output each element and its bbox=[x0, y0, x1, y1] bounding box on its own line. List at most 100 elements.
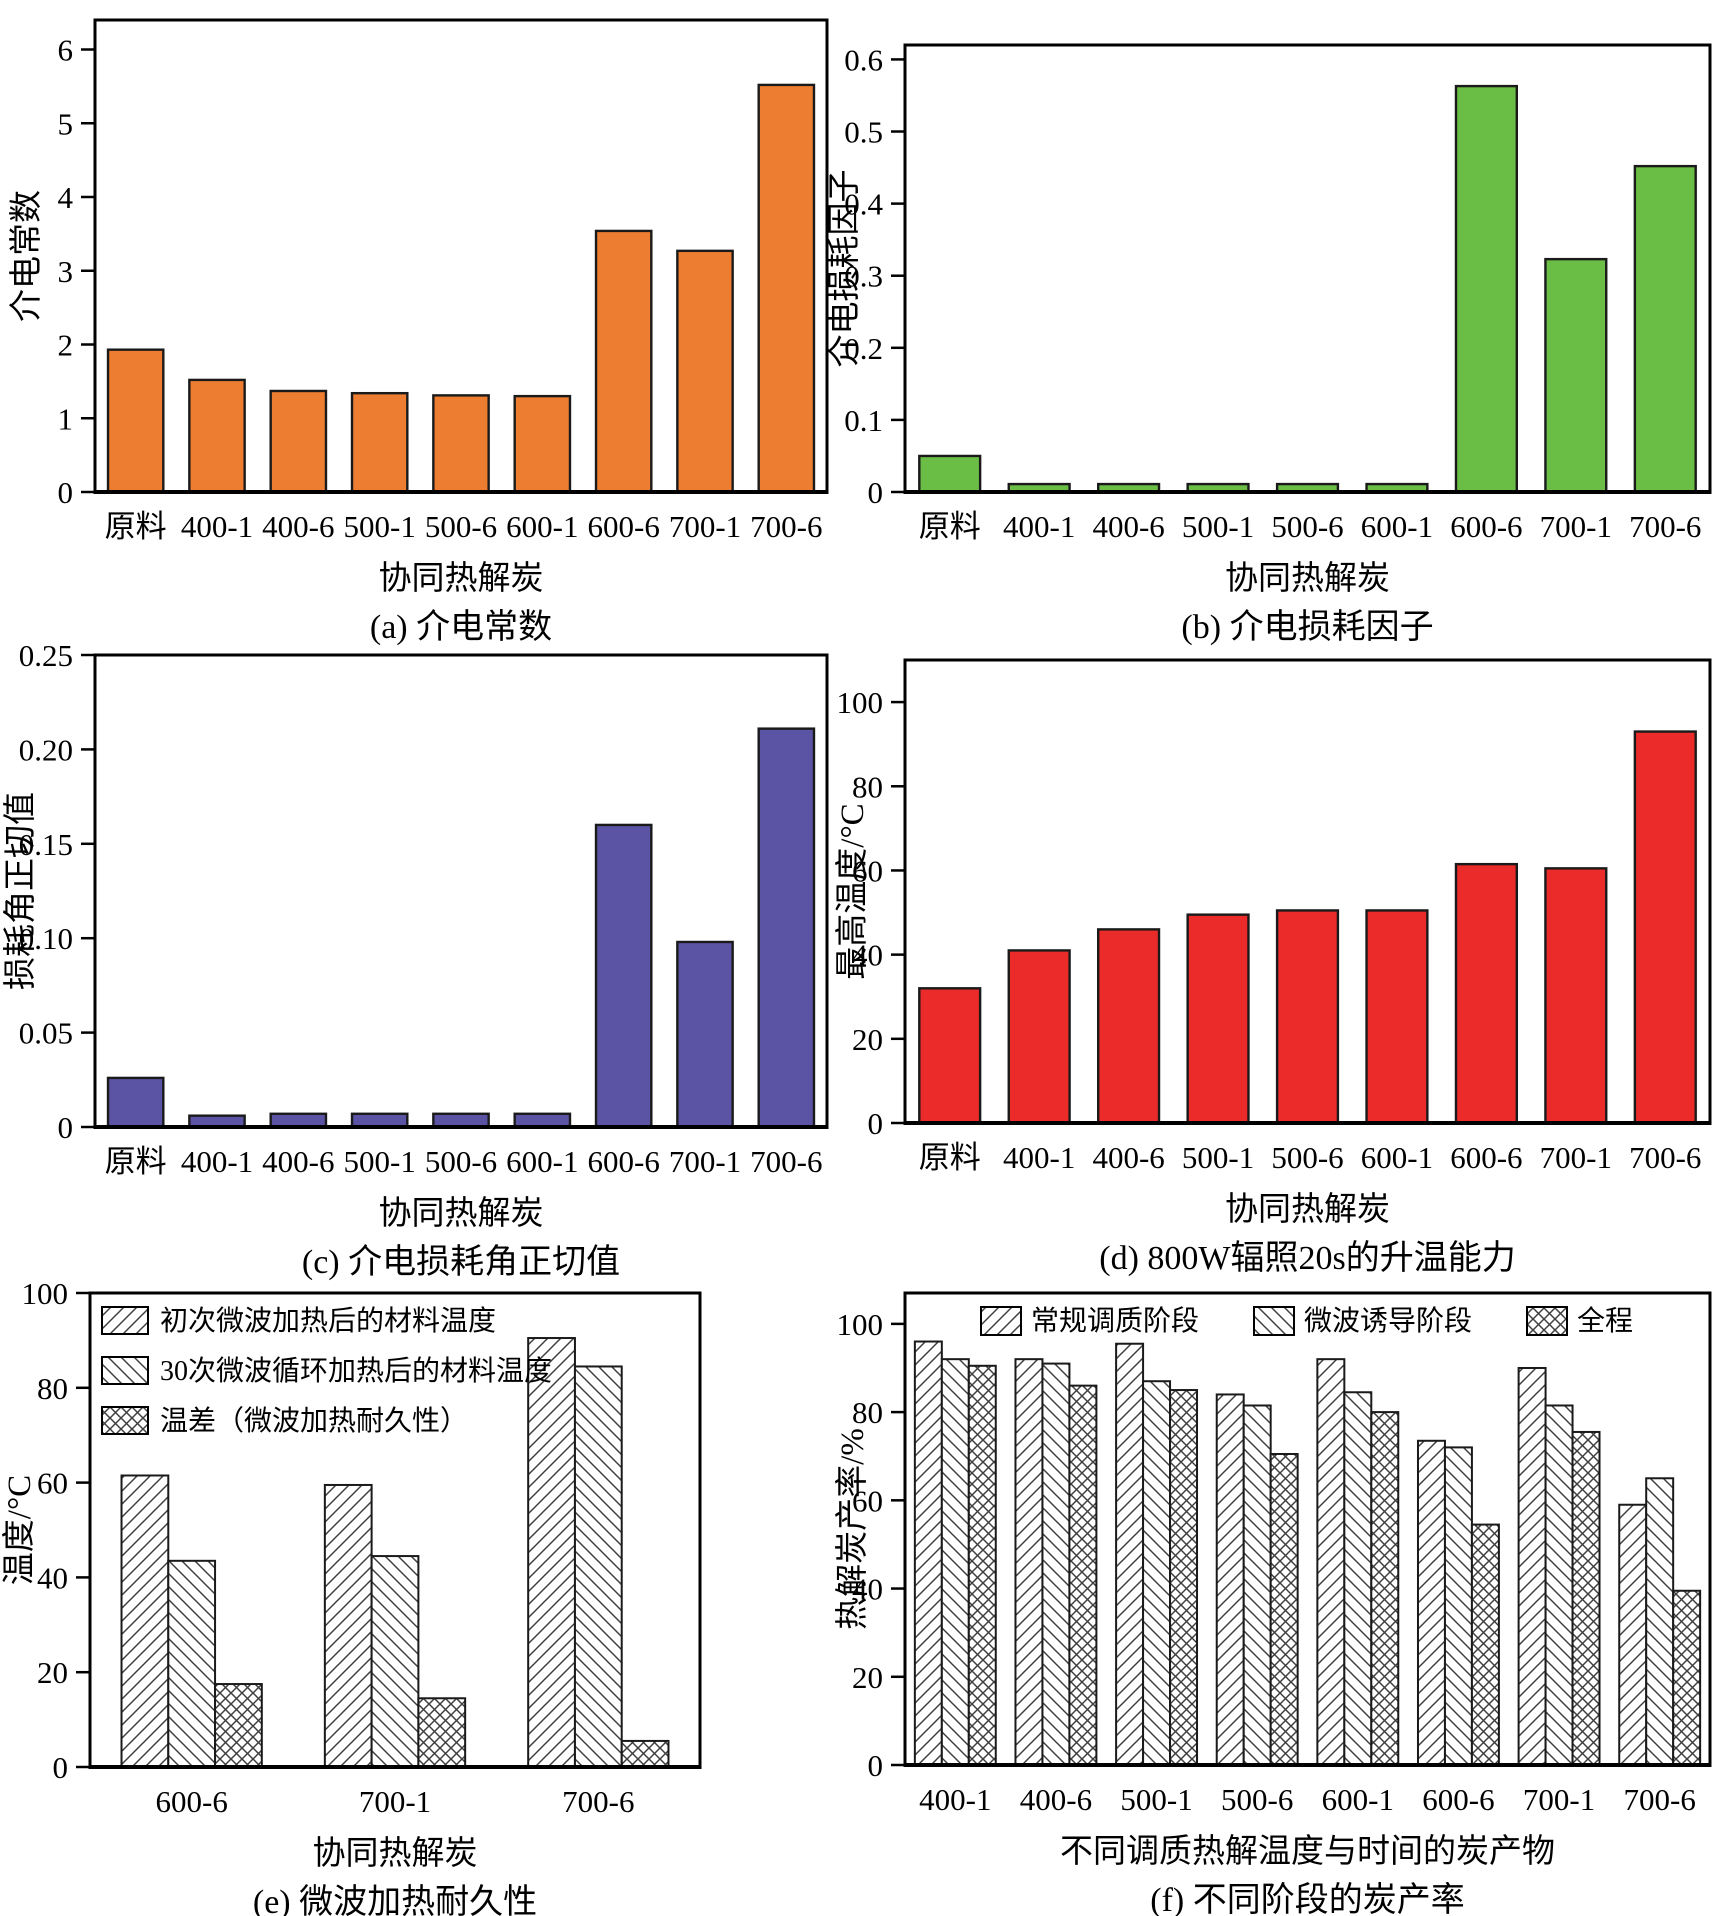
bar-d-700-1 bbox=[1544, 867, 1608, 1125]
chart-c-svg: 0 0.05 0.10 0.15 0.20 0.25 原料 400-1 400-6 500-1 50… bbox=[2, 638, 829, 1281]
bar-f-500-1-s0 bbox=[1115, 1342, 1145, 1766]
bar-f-400-6-s0 bbox=[1014, 1358, 1044, 1767]
x-tick-label: 400-6 bbox=[262, 1144, 334, 1179]
x-axis-title: 不同调质热解温度与时间的炭产物 bbox=[1060, 1833, 1555, 1870]
x-tick-label: 原料 bbox=[919, 509, 981, 544]
y-tick-label: 0 bbox=[868, 1106, 884, 1141]
x-tick-label: 600-1 bbox=[506, 1144, 578, 1179]
bar-c-原料 bbox=[106, 1076, 165, 1129]
panel-d: 0 20 40 60 80 100 原料 400-1 400-6 500-1 500-6 600-1 6… bbox=[834, 635, 1724, 1277]
y-tick-label: 20 bbox=[37, 1655, 68, 1690]
x-tick-label: 400-1 bbox=[1003, 509, 1075, 544]
y-tick-label: 0.20 bbox=[19, 732, 73, 767]
x-tick-label: 500-1 bbox=[1182, 1140, 1254, 1175]
y-tick-label: 60 bbox=[852, 1483, 883, 1518]
x-tick-label: 700-1 bbox=[669, 1144, 741, 1179]
y-tick-label: 80 bbox=[852, 769, 883, 804]
x-tick-label: 400-1 bbox=[181, 509, 253, 544]
panel-caption: (f) 不同阶段的炭产率 bbox=[1150, 1881, 1464, 1916]
x-tick-label: 400-6 bbox=[1020, 1782, 1092, 1817]
x-tick-label: 500-1 bbox=[1182, 509, 1254, 544]
bar-c-700-6 bbox=[757, 727, 816, 1129]
legend-label: 全程 bbox=[1577, 1305, 1633, 1337]
bar-a-400-6 bbox=[269, 389, 328, 494]
bar-f-700-1-s1 bbox=[1544, 1404, 1574, 1766]
bar-b-600-6 bbox=[1454, 84, 1519, 494]
y-tick-label: 0 bbox=[58, 1110, 74, 1145]
x-tick-label: 500-6 bbox=[1221, 1782, 1293, 1817]
bar-f-600-6-s2 bbox=[1470, 1523, 1500, 1766]
legend-swatch-backdiag bbox=[101, 1356, 149, 1385]
x-tick-label: 600-1 bbox=[1361, 1140, 1433, 1175]
x-tick-label: 400-1 bbox=[1003, 1140, 1075, 1175]
x-axis-title: 协同热解炭 bbox=[313, 1835, 478, 1872]
x-tick-label: 700-1 bbox=[669, 509, 741, 544]
y-tick-label: 0.10 bbox=[19, 921, 73, 956]
bar-f-500-6-s0 bbox=[1215, 1393, 1245, 1766]
x-tick-label: 600-6 bbox=[1422, 1782, 1494, 1817]
bar-f-600-6-s1 bbox=[1443, 1446, 1473, 1766]
legend-label: 初次微波加热后的材料温度 bbox=[160, 1305, 496, 1337]
panel-caption: (a) 介电常数 bbox=[370, 608, 552, 646]
bar-d-500-1 bbox=[1186, 913, 1250, 1125]
bar-d-600-1 bbox=[1365, 909, 1429, 1125]
bar-a-600-6 bbox=[594, 229, 653, 494]
y-axis-title: 损耗角正切值 bbox=[2, 792, 39, 990]
x-tick-label: 500-6 bbox=[1271, 1140, 1343, 1175]
bar-f-600-1-s0 bbox=[1316, 1358, 1346, 1767]
bar-e-700-1-s2 bbox=[417, 1697, 467, 1768]
legend-label: 微波诱导阶段 bbox=[1304, 1305, 1472, 1337]
bar-e-600-6-s0 bbox=[120, 1474, 170, 1769]
y-tick-label: 20 bbox=[852, 1022, 883, 1057]
panel-e: 0 20 40 60 80 100 600-6 700-1 700-6 协同热解炭 (e) 微波加热… bbox=[0, 1275, 862, 1916]
y-tick-label: 100 bbox=[22, 1276, 69, 1311]
bar-f-600-1-s2 bbox=[1370, 1411, 1400, 1766]
y-tick-label: 0 bbox=[58, 475, 74, 510]
y-tick-label: 40 bbox=[37, 1560, 68, 1595]
bar-b-700-6 bbox=[1633, 164, 1697, 494]
bar-c-700-1 bbox=[676, 940, 734, 1129]
x-tick-label: 500-1 bbox=[344, 509, 416, 544]
y-tick-label: 1 bbox=[58, 401, 74, 436]
y-tick-label: 60 bbox=[37, 1466, 68, 1501]
y-tick-label: 100 bbox=[837, 1307, 884, 1342]
y-tick-label: 4 bbox=[58, 180, 74, 215]
x-tick-label: 700-6 bbox=[750, 1144, 822, 1179]
y-axis-title: 热解炭产率/% bbox=[834, 1428, 871, 1630]
panel-caption: (b) 介电损耗因子 bbox=[1181, 608, 1433, 646]
bar-a-原料 bbox=[106, 348, 165, 494]
x-tick-label: 700-6 bbox=[1629, 509, 1701, 544]
y-tick-label: 40 bbox=[852, 938, 883, 973]
panel-f: 0 20 40 60 80 100 400-1 400-6 500-1 500-6 600-1 600… bbox=[834, 1275, 1724, 1916]
legend-swatch-backdiag bbox=[1253, 1306, 1295, 1336]
y-axis-title: 介电常数 bbox=[8, 190, 45, 322]
y-tick-label: 20 bbox=[852, 1660, 883, 1695]
chart-a-svg: 0 1 2 3 4 5 6 原料 400-1 400-6 500-1 500-6 600-1 600-6 7… bbox=[8, 18, 829, 646]
x-tick-label: 500-6 bbox=[425, 509, 497, 544]
x-tick-label: 600-1 bbox=[1361, 509, 1433, 544]
bar-f-600-1-s1 bbox=[1343, 1391, 1373, 1766]
y-tick-label: 80 bbox=[37, 1371, 68, 1406]
bar-a-400-1 bbox=[188, 378, 246, 494]
x-tick-label: 700-6 bbox=[562, 1784, 634, 1819]
bar-f-700-1-s2 bbox=[1571, 1430, 1601, 1766]
bar-f-400-1-s1 bbox=[940, 1358, 970, 1767]
x-tick-label: 400-1 bbox=[919, 1782, 991, 1817]
x-tick-label: 600-6 bbox=[156, 1784, 228, 1819]
bar-c-600-6 bbox=[594, 823, 653, 1129]
bar-e-700-1-s1 bbox=[370, 1555, 420, 1768]
bar-f-400-1-s0 bbox=[913, 1340, 943, 1766]
chart-b-svg: 0 0.1 0.2 0.3 0.4 0.5 0.6 原料 400-1 400-6 500-1 500-… bbox=[826, 42, 1712, 646]
y-tick-label: 40 bbox=[852, 1572, 883, 1607]
x-tick-label: 600-6 bbox=[1450, 1140, 1522, 1175]
x-tick-label: 700-1 bbox=[1540, 509, 1612, 544]
bar-f-500-1-s2 bbox=[1169, 1389, 1199, 1767]
y-tick-label: 0 bbox=[868, 475, 884, 510]
bar-d-400-1 bbox=[1007, 949, 1071, 1125]
panel-c: 0 0.05 0.10 0.15 0.20 0.25 原料 400-1 400-6 500-1 50… bbox=[0, 635, 862, 1281]
bar-f-400-1-s2 bbox=[967, 1364, 997, 1767]
panel-caption: (e) 微波加热耐久性 bbox=[253, 1883, 537, 1916]
bar-f-600-6-s0 bbox=[1416, 1439, 1446, 1766]
y-tick-label: 3 bbox=[58, 254, 74, 289]
